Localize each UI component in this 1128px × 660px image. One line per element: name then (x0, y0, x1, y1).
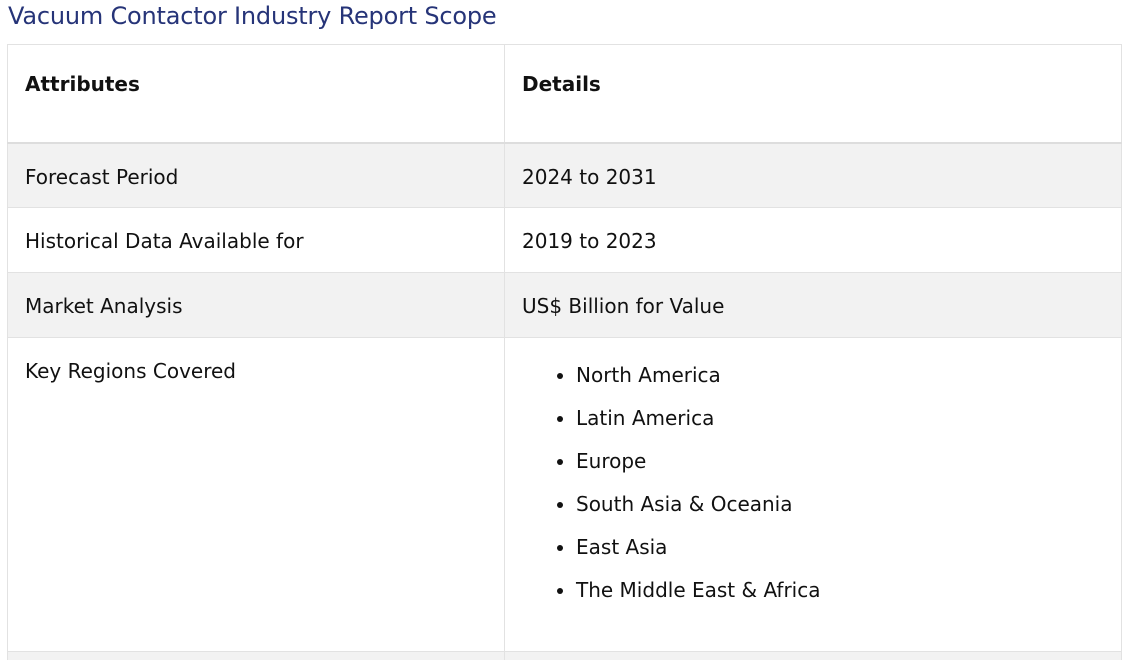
region-item-middle-east-africa: The Middle East & Africa (576, 578, 1121, 621)
detail-cell: North America Latin America Europe South… (504, 337, 1122, 652)
detail-cell: 2019 to 2023 (504, 207, 1122, 273)
region-item-latin-america: Latin America (576, 406, 1121, 449)
attribute-cell: Forecast Period (7, 142, 505, 208)
detail-cell: US$ Billion for Value (504, 272, 1122, 338)
table-row-partial (7, 651, 1122, 660)
table-row-key-regions: Key Regions Covered North America Latin … (7, 337, 1122, 652)
table-row-forecast-period: Forecast Period 2024 to 2031 (7, 142, 1122, 208)
attribute-cell: Market Analysis (7, 272, 505, 338)
detail-cell-empty (504, 651, 1122, 660)
page-title: Vacuum Contactor Industry Report Scope (8, 2, 497, 30)
attribute-cell: Historical Data Available for (7, 207, 505, 273)
region-item-south-asia-oceania: South Asia & Oceania (576, 492, 1121, 535)
table-header-row: Attributes Details (7, 44, 1122, 143)
detail-cell: 2024 to 2031 (504, 142, 1122, 208)
report-scope-table: Attributes Details Forecast Period 2024 … (7, 44, 1122, 660)
table-row-market-analysis: Market Analysis US$ Billion for Value (7, 272, 1122, 338)
attribute-cell-empty (7, 651, 505, 660)
region-item-europe: Europe (576, 449, 1121, 492)
header-details: Details (504, 44, 1122, 143)
region-list: North America Latin America Europe South… (522, 363, 1121, 621)
header-attributes: Attributes (7, 44, 505, 143)
attribute-cell: Key Regions Covered (7, 337, 505, 652)
region-item-east-asia: East Asia (576, 535, 1121, 578)
table-row-historical-data: Historical Data Available for 2019 to 20… (7, 207, 1122, 273)
region-item-north-america: North America (576, 363, 1121, 406)
